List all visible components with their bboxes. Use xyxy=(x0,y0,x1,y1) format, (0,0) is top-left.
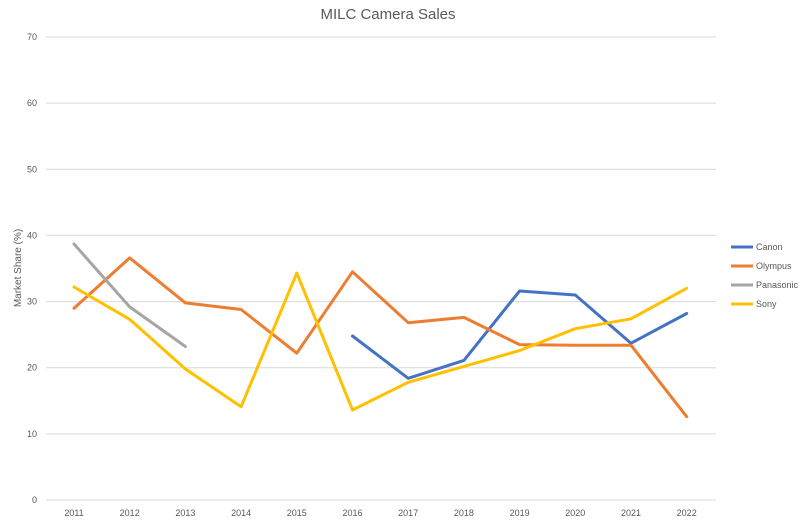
y-tick-label: 40 xyxy=(27,230,37,240)
y-axis-label: Market Share (%) xyxy=(13,229,24,307)
legend-label-olympus: Olympus xyxy=(756,261,792,271)
x-tick-label: 2016 xyxy=(342,508,362,518)
x-tick-label: 2020 xyxy=(565,508,585,518)
x-tick-label: 2019 xyxy=(510,508,530,518)
legend: Canon Olympus Panasonic Sony xyxy=(731,242,799,309)
series-line-canon xyxy=(351,289,689,380)
y-tick-label: 20 xyxy=(27,363,37,373)
series-line-panasonic xyxy=(72,242,187,348)
series-line-sony xyxy=(72,271,689,412)
x-tick-label: 2017 xyxy=(398,508,418,518)
y-tick-label: 10 xyxy=(27,429,37,439)
y-tick-label: 50 xyxy=(27,164,37,174)
x-tick-label: 2021 xyxy=(621,508,641,518)
legend-label-sony: Sony xyxy=(756,299,777,309)
y-tick-label: 30 xyxy=(27,297,37,307)
x-tick-label: 2015 xyxy=(287,508,307,518)
y-tick-label: 60 xyxy=(27,98,37,108)
x-tick-label: 2011 xyxy=(64,508,83,518)
series-line-olympus xyxy=(72,256,689,419)
chart-title: MILC Camera Sales xyxy=(320,6,455,23)
x-tick-label: 2013 xyxy=(175,508,195,518)
x-tick-label: 2022 xyxy=(677,508,697,518)
y-axis-ticks: 0 10 20 30 40 50 60 70 xyxy=(27,32,37,505)
gridlines xyxy=(46,36,716,501)
legend-label-canon: Canon xyxy=(756,242,783,252)
legend-label-panasonic: Panasonic xyxy=(756,280,799,290)
y-tick-label: 70 xyxy=(27,32,37,42)
y-tick-label: 0 xyxy=(32,495,37,505)
series-lines xyxy=(72,242,689,419)
x-axis-ticks: 2011 2012 2013 2014 2015 2016 2017 2018 2019 2020… xyxy=(64,508,696,518)
x-tick-label: 2014 xyxy=(231,508,251,518)
x-tick-label: 2012 xyxy=(120,508,140,518)
x-tick-label: 2018 xyxy=(454,508,474,518)
